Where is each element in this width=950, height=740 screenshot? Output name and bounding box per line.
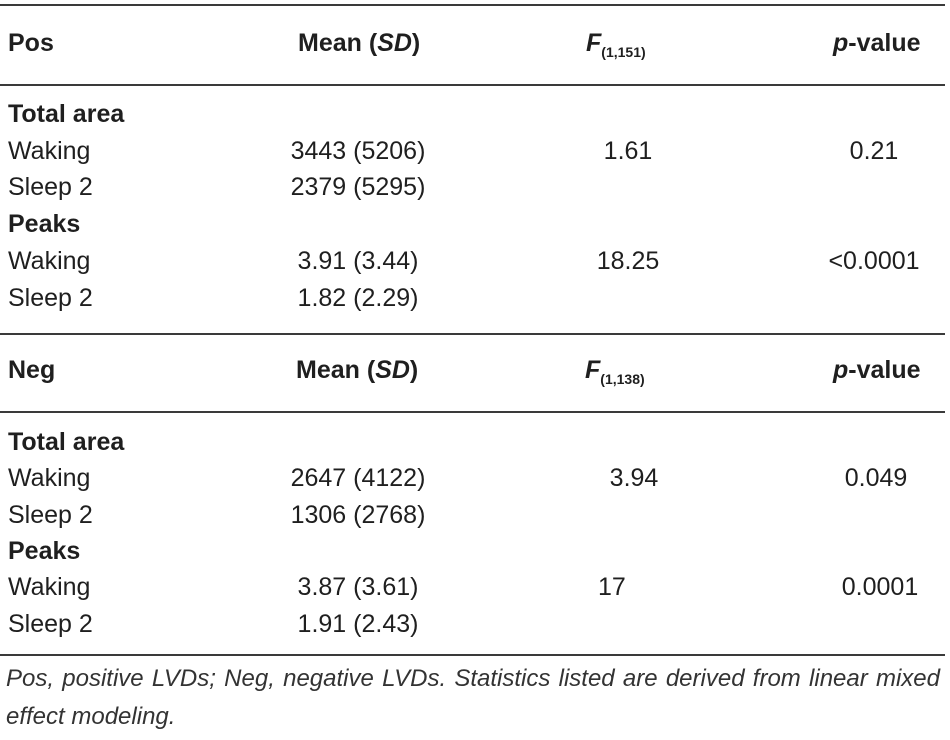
row-condition: Waking <box>8 137 91 165</box>
row-p: <0.0001 <box>828 247 920 275</box>
row-mean: 2647 (4122) <box>290 464 426 492</box>
row-mean: 1306 (2768) <box>290 501 426 529</box>
header-mean-sd-neg: Mean (SD) <box>296 356 419 384</box>
header-f-stat-pos: F(1,151) <box>586 29 646 60</box>
subgroup-label: Peaks <box>8 210 81 238</box>
subgroup-label: Peaks <box>8 537 81 565</box>
header-p-value-pos: p-value <box>833 29 921 57</box>
row-mean: 3.91 (3.44) <box>297 247 419 275</box>
subgroup-label: Total area <box>8 100 125 128</box>
row-mean: 3.87 (3.61) <box>297 573 419 601</box>
row-mean: 3443 (5206) <box>290 137 426 165</box>
header-rule-neg <box>0 411 945 413</box>
top-rule <box>0 4 945 6</box>
row-mean: 2379 (5295) <box>290 173 426 201</box>
row-condition: Sleep 2 <box>8 610 93 638</box>
row-condition: Sleep 2 <box>8 284 93 312</box>
header-group-neg: Neg <box>8 356 56 384</box>
row-f: 18.25 <box>596 247 660 275</box>
section-divider-rule <box>0 333 945 335</box>
row-condition: Sleep 2 <box>8 173 93 201</box>
row-f: 17 <box>598 573 626 601</box>
row-mean: 1.91 (2.43) <box>297 610 419 638</box>
header-group-pos: Pos <box>8 29 54 57</box>
bottom-rule <box>0 654 945 656</box>
table-footnote: Pos, positive LVDs; Neg, negative LVDs. … <box>6 665 940 730</box>
header-mean-sd-pos: Mean (SD) <box>298 29 421 57</box>
row-p: 0.21 <box>849 137 899 165</box>
subgroup-label: Total area <box>8 428 125 456</box>
row-condition: Sleep 2 <box>8 501 93 529</box>
row-f: 3.94 <box>609 464 659 492</box>
row-p: 0.049 <box>844 464 908 492</box>
row-p: 0.0001 <box>841 573 919 601</box>
row-condition: Waking <box>8 464 91 492</box>
header-p-value-neg: p-value <box>833 356 921 384</box>
row-mean: 1.82 (2.29) <box>297 284 419 312</box>
row-condition: Waking <box>8 573 91 601</box>
header-f-stat-neg: F(1,138) <box>585 356 645 387</box>
row-f: 1.61 <box>603 137 653 165</box>
row-condition: Waking <box>8 247 91 275</box>
header-rule-pos <box>0 84 945 86</box>
